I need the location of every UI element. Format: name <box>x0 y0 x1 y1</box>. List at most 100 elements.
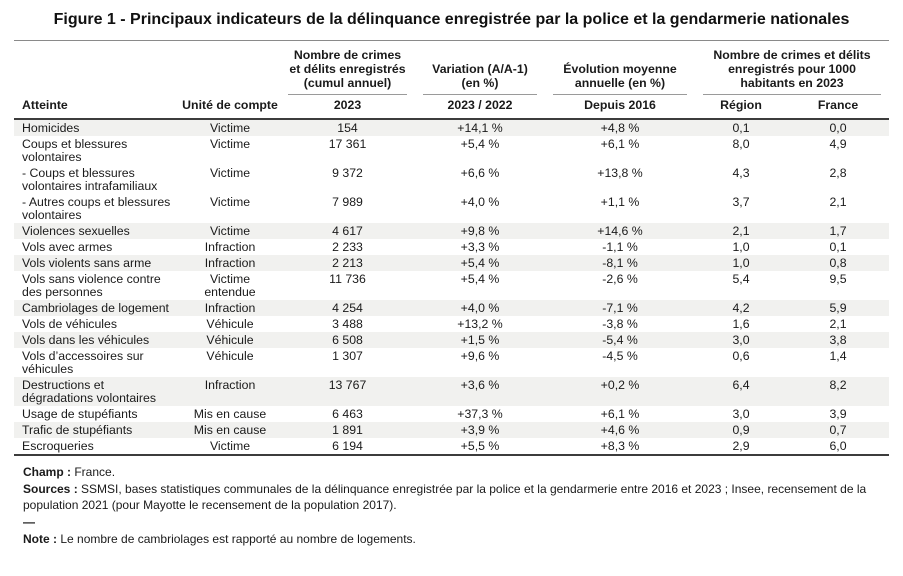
table-row: Vols violents sans arme Infraction 2 213 +5… <box>14 255 889 271</box>
cell-variation: +4,0 % <box>460 195 500 209</box>
table-row: Vols d’accessoires sur véhicules Véhicule… <box>14 348 889 377</box>
cell-atteinte: Vols sans violence contre des personnes <box>22 272 161 299</box>
cell-variation: +5,4 % <box>460 137 500 151</box>
footnote-separator: — <box>23 515 35 529</box>
cell-region: 5,4 <box>732 272 750 286</box>
cell-region: 8,0 <box>732 137 750 151</box>
sources-text: SSMSI, bases statistiques communales de … <box>23 482 867 512</box>
table-header: Atteinte Unité de compte Nombre de crime… <box>14 40 889 120</box>
cell-france: 0,1 <box>829 240 847 254</box>
cell-atteinte: Homicides <box>22 121 80 135</box>
cell-atteinte: Cambriolages de logement <box>22 301 169 315</box>
cell-france: 1,4 <box>829 349 847 363</box>
cell-region: 0,1 <box>732 121 750 135</box>
cell-atteinte: Vols dans les véhicules <box>22 333 150 347</box>
cell-france: 4,9 <box>829 137 847 151</box>
cell-unite: Infraction <box>204 301 256 315</box>
cell-count: 2 233 <box>332 240 363 254</box>
cell-france: 6,0 <box>787 438 889 456</box>
cell-france: 2,1 <box>829 317 847 331</box>
cell-unite: Victime <box>209 121 251 135</box>
cell-count: 9 372 <box>332 166 363 180</box>
cell-evolution: +6,1 % <box>600 407 640 421</box>
cell-region: 6,4 <box>732 378 750 392</box>
cell-evolution: -8,1 % <box>602 256 638 270</box>
cell-count: 17 361 <box>328 137 367 151</box>
table-row: Violences sexuelles Victime 4 617 +9,8 % +14… <box>14 223 889 239</box>
footnote-champ: Champ : France. <box>23 464 884 480</box>
cell-atteinte: Vols violents sans arme <box>22 256 152 270</box>
cell-evolution: +13,8 % <box>597 166 643 180</box>
cell-region: 0,9 <box>732 423 750 437</box>
cell-unite: Victime <box>209 224 251 238</box>
col-header-region: Région <box>695 95 787 120</box>
cell-region: 2,1 <box>732 224 750 238</box>
cell-region: 0,6 <box>732 349 750 363</box>
cell-atteinte: - Autres coups et blessures volontaires <box>22 195 171 222</box>
col-header-unite-label: Unité de compte <box>182 98 278 112</box>
cell-evolution: -5,4 % <box>602 333 638 347</box>
sub-header-row: 2023 2023 / 2022 Depuis 2016 Région Fran… <box>14 95 889 120</box>
cell-evolution: +0,2 % <box>600 378 640 392</box>
cell-unite: Infraction <box>204 378 256 392</box>
cell-unite: Infraction <box>204 240 256 254</box>
cell-count: 6 508 <box>332 333 363 347</box>
col-header-2023: 2023 <box>280 95 415 120</box>
cell-evolution: +6,1 % <box>600 137 640 151</box>
table-row: Coups et blessures volontaires Victime 17 … <box>14 136 889 165</box>
cell-count: 2 213 <box>332 256 363 270</box>
cell-region: 4,2 <box>732 301 750 315</box>
col-header-depuis-2016: Depuis 2016 <box>545 95 695 120</box>
cell-unite: Véhicule <box>206 349 254 363</box>
page: Figure 1 - Principaux indicateurs de la … <box>14 11 889 546</box>
col-group-variation: Variation (A/A-1) (en %) <box>415 41 545 95</box>
table-row: Escroqueries Victime 6 194 +5,5 % +8,3 % 2,9 6… <box>14 438 889 456</box>
table-row: Vols sans violence contre des personnes V… <box>14 271 889 300</box>
cell-variation: +37,3 % <box>457 407 503 421</box>
cell-region: 3,7 <box>732 195 750 209</box>
cell-evolution: -2,6 % <box>602 272 638 286</box>
sources-label: Sources : <box>23 482 78 496</box>
cell-france: 9,5 <box>829 272 847 286</box>
cell-variation: +4,0 % <box>460 301 500 315</box>
cell-evolution: +1,1 % <box>600 195 640 209</box>
table-row: Vols de véhicules Véhicule 3 488 +13,2 % -3,… <box>14 316 889 332</box>
table-row: - Autres coups et blessures volontaires V… <box>14 194 889 223</box>
cell-count: 6 194 <box>280 438 415 456</box>
table-row: Vols avec armes Infraction 2 233 +3,3 % -1,1… <box>14 239 889 255</box>
cell-evolution: +14,6 % <box>597 224 643 238</box>
col-group-per1000-label: Nombre de crimes et délits enregistrés p… <box>703 48 881 95</box>
cell-count: 4 254 <box>332 301 363 315</box>
cell-evolution: -4,5 % <box>602 349 638 363</box>
cell-france: 3,8 <box>829 333 847 347</box>
cell-france: 0,7 <box>829 423 847 437</box>
cell-evolution: +4,8 % <box>600 121 640 135</box>
indicators-table: Atteinte Unité de compte Nombre de crime… <box>14 40 889 456</box>
col-header-2023-2022: 2023 / 2022 <box>415 95 545 120</box>
cell-atteinte: Usage de stupéfiants <box>22 407 138 421</box>
cell-variation: +3,6 % <box>460 378 500 392</box>
table-row: Vols dans les véhicules Véhicule 6 508 +1,5… <box>14 332 889 348</box>
cell-unite: Victime entendue <box>204 272 256 299</box>
table-row: Homicides Victime 154 +14,1 % +4,8 % 0,1 0,0 <box>14 119 889 136</box>
cell-france: 8,2 <box>829 378 847 392</box>
col-group-variation-label: Variation (A/A-1) (en %) <box>423 62 537 95</box>
cell-unite: Mis en cause <box>193 407 267 421</box>
cell-count: 1 891 <box>332 423 363 437</box>
cell-variation: +13,2 % <box>457 317 503 331</box>
cell-france: 0,8 <box>829 256 847 270</box>
cell-count: 7 989 <box>332 195 363 209</box>
col-header-france: France <box>787 95 889 120</box>
footnote-sources: Sources : SSMSI, bases statistiques comm… <box>23 481 884 513</box>
cell-france: 1,7 <box>829 224 847 238</box>
note-text: Le nombre de cambriolages est rapporté a… <box>60 532 416 546</box>
cell-count: 13 767 <box>328 378 367 392</box>
note-label: Note : <box>23 532 57 546</box>
cell-variation: +14,1 % <box>457 121 503 135</box>
cell-variation: +3,3 % <box>460 240 500 254</box>
cell-france: 2,1 <box>829 195 847 209</box>
cell-unite: Véhicule <box>206 333 254 347</box>
cell-variation: +9,8 % <box>460 224 500 238</box>
group-header-row: Atteinte Unité de compte Nombre de crime… <box>14 40 889 120</box>
cell-atteinte: Vols d’accessoires sur véhicules <box>22 349 144 376</box>
